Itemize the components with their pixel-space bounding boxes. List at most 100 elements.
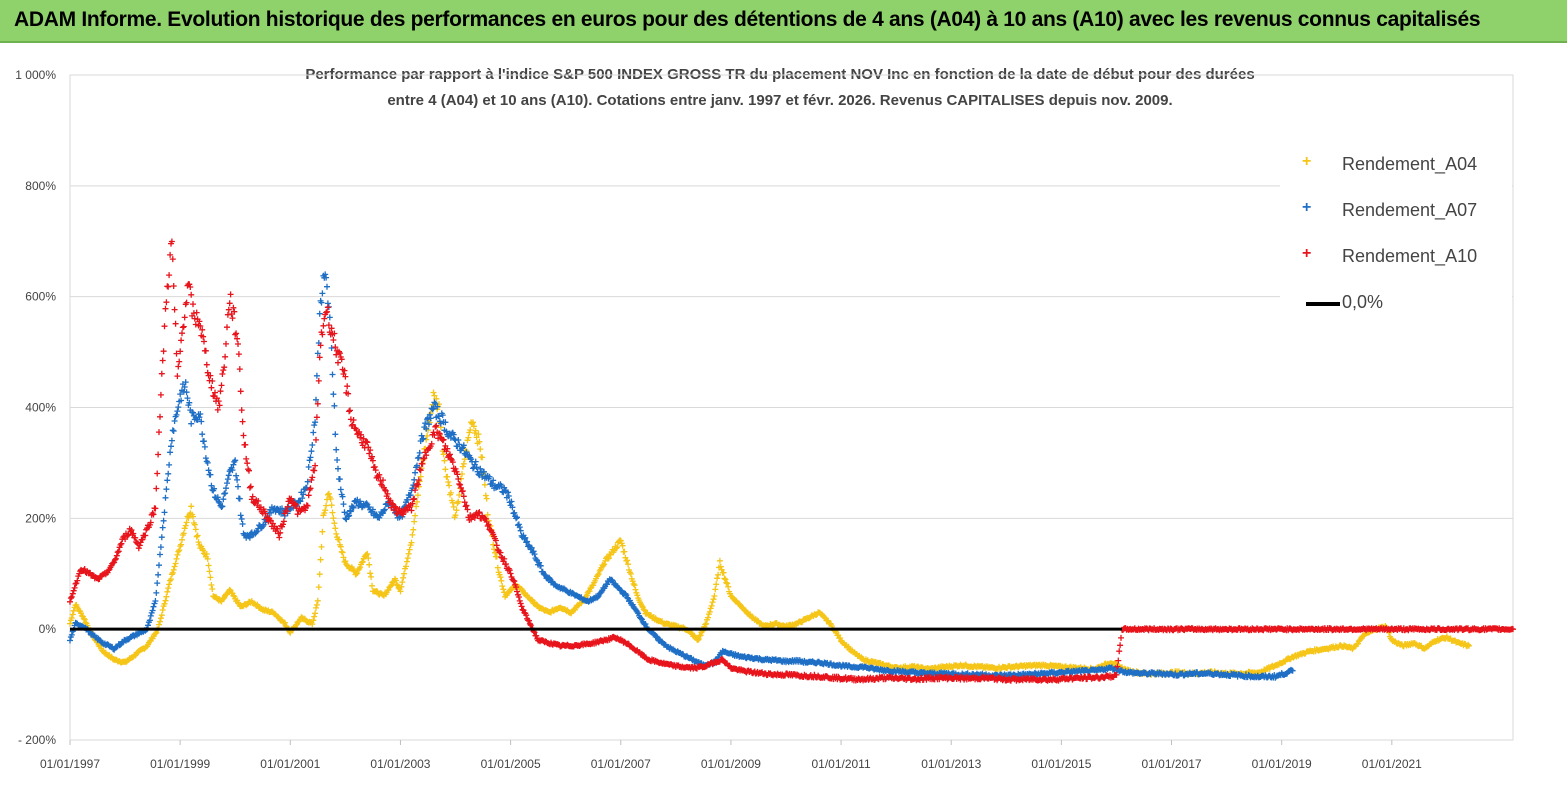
data-point-rendement_a07 <box>304 478 311 485</box>
data-point-rendement_a07 <box>239 521 246 527</box>
data-point-rendement_a04 <box>703 620 710 627</box>
data-point-rendement_a10 <box>165 283 172 290</box>
data-point-rendement_a10 <box>249 493 256 500</box>
series-rendement_a04 <box>67 389 1472 678</box>
data-point-rendement_a04 <box>725 583 732 590</box>
data-point-rendement_a04 <box>713 581 720 588</box>
data-point-rendement_a10 <box>216 402 223 409</box>
data-point-rendement_a10 <box>335 359 341 366</box>
data-point-rendement_a10 <box>68 593 75 600</box>
data-point-rendement_a04 <box>625 561 632 568</box>
data-point-rendement_a04 <box>329 509 336 516</box>
data-point-rendement_a04 <box>470 419 476 426</box>
data-point-rendement_a04 <box>414 498 420 505</box>
data-point-rendement_a04 <box>619 542 626 549</box>
data-point-rendement_a04 <box>754 617 761 624</box>
data-point-rendement_a10 <box>358 439 365 446</box>
data-point-rendement_a10 <box>309 474 316 481</box>
data-point-rendement_a04 <box>206 568 213 575</box>
data-point-rendement_a04 <box>621 548 628 555</box>
data-point-rendement_a04 <box>500 586 507 593</box>
data-point-rendement_a10 <box>314 400 321 407</box>
data-point-rendement_a07 <box>188 420 195 427</box>
data-point-rendement_a10 <box>1117 642 1124 649</box>
data-point-rendement_a10 <box>447 455 454 462</box>
data-point-rendement_a10 <box>392 503 398 510</box>
data-point-rendement_a10 <box>1510 626 1516 633</box>
data-point-rendement_a10 <box>244 460 251 467</box>
data-point-rendement_a10 <box>169 256 176 263</box>
data-point-rendement_a04 <box>364 550 371 557</box>
points-layer <box>67 238 1516 684</box>
data-point-rendement_a10 <box>320 322 327 329</box>
data-point-rendement_a07 <box>152 598 159 604</box>
data-point-rendement_a10 <box>163 299 170 306</box>
data-point-rendement_a07 <box>155 571 162 578</box>
data-point-rendement_a07 <box>594 594 601 601</box>
data-point-rendement_a04 <box>417 473 424 480</box>
data-point-rendement_a10 <box>112 556 118 563</box>
data-point-rendement_a04 <box>716 557 723 564</box>
data-point-rendement_a07 <box>310 429 317 436</box>
data-point-rendement_a07 <box>177 391 184 398</box>
data-point-rendement_a07 <box>319 290 326 297</box>
data-point-rendement_a10 <box>132 534 139 541</box>
data-point-rendement_a10 <box>459 488 466 494</box>
data-point-rendement_a04 <box>724 580 731 587</box>
y-tick-label: 200% <box>25 511 56 525</box>
data-point-rendement_a07 <box>425 421 432 428</box>
data-point-rendement_a10 <box>364 439 371 446</box>
data-point-rendement_a04 <box>482 492 489 499</box>
data-point-rendement_a10 <box>511 578 518 585</box>
data-point-rendement_a04 <box>336 536 342 543</box>
data-point-rendement_a10 <box>288 495 295 502</box>
data-point-rendement_a04 <box>403 563 409 570</box>
data-point-rendement_a07 <box>604 581 610 588</box>
data-point-rendement_a07 <box>638 615 644 622</box>
data-point-rendement_a10 <box>419 460 426 467</box>
banner-title: ADAM Informe. Evolution historique des p… <box>14 8 1481 31</box>
data-point-rendement_a07 <box>456 441 463 448</box>
data-point-rendement_a10 <box>153 485 160 492</box>
data-point-rendement_a07 <box>305 464 312 470</box>
data-point-rendement_a10 <box>161 323 168 330</box>
data-point-rendement_a04 <box>369 582 375 589</box>
data-point-rendement_a07 <box>181 384 188 390</box>
chart-subtitle-line-2: entre 4 (A04) et 10 ans (A10). Cotations… <box>387 92 1172 109</box>
data-point-rendement_a07 <box>404 496 411 503</box>
data-point-rendement_a10 <box>118 540 125 547</box>
data-point-rendement_a04 <box>712 586 719 593</box>
data-point-rendement_a10 <box>162 305 169 312</box>
data-point-rendement_a07 <box>423 425 430 432</box>
data-point-rendement_a04 <box>70 607 77 614</box>
data-point-rendement_a10 <box>1113 671 1120 678</box>
data-point-rendement_a10 <box>464 506 471 513</box>
data-point-rendement_a07 <box>237 512 244 519</box>
data-point-rendement_a10 <box>239 418 246 425</box>
data-point-rendement_a07 <box>316 310 323 317</box>
data-point-rendement_a04 <box>499 583 506 590</box>
data-point-rendement_a10 <box>325 322 332 329</box>
data-point-rendement_a07 <box>415 454 422 461</box>
data-point-rendement_a07 <box>150 603 157 610</box>
data-point-rendement_a07 <box>434 403 441 410</box>
legend-marker-a07: + <box>1302 199 1312 216</box>
data-point-rendement_a10 <box>497 549 504 556</box>
data-point-rendement_a07 <box>460 442 467 449</box>
data-point-rendement_a10 <box>523 612 530 619</box>
data-point-rendement_a07 <box>337 486 344 493</box>
data-point-rendement_a04 <box>313 604 319 611</box>
data-point-rendement_a10 <box>224 311 231 318</box>
legend-label-a07: Rendement_A07 <box>1342 200 1478 220</box>
data-point-rendement_a04 <box>473 434 480 441</box>
data-point-rendement_a04 <box>156 621 162 628</box>
data-point-rendement_a10 <box>226 300 233 307</box>
data-point-rendement_a10 <box>193 309 200 316</box>
data-point-rendement_a04 <box>205 562 212 569</box>
data-point-rendement_a07 <box>380 507 387 514</box>
x-tick-label: 01/01/2011 <box>811 757 870 771</box>
data-point-rendement_a07 <box>412 469 419 476</box>
data-point-rendement_a07 <box>220 496 227 503</box>
data-point-rendement_a04 <box>385 587 392 593</box>
data-point-rendement_a07 <box>178 397 185 404</box>
